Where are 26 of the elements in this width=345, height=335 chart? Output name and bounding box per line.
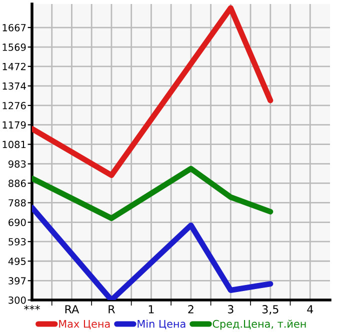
y-tick-label: 495: [8, 258, 26, 265]
y-tick-label: 1472: [2, 62, 26, 70]
x-tick-label: ***: [24, 305, 40, 310]
y-tick-label: 1179: [2, 121, 26, 129]
legend-label: Max Цена: [59, 320, 110, 330]
x-tick-label: RA: [65, 305, 80, 314]
x-tick-label: 1: [148, 305, 154, 314]
y-tick-label: 1276: [2, 102, 26, 110]
y-tick-label: 300: [8, 296, 26, 304]
x-tick-label: 4: [307, 305, 314, 314]
legend-label: Сред.Цена, т.йен: [212, 320, 306, 330]
x-tick-label: 3,5: [262, 305, 278, 315]
y-tick-label: 1081: [2, 140, 26, 148]
y-tick-label: 983: [8, 160, 26, 168]
legend-label: Min Цена: [138, 320, 186, 330]
y-tick-label: 1374: [2, 82, 26, 90]
x-tick-label: 2: [188, 305, 194, 314]
y-tick-label: 788: [8, 199, 26, 207]
y-tick-label: 593: [8, 238, 26, 246]
y-tick-label: 886: [8, 180, 26, 188]
y-tick-label: 397: [8, 277, 26, 284]
y-tick-label: 1569: [2, 44, 26, 51]
x-tick-label: 3: [228, 305, 234, 314]
y-tick-label: 1667: [2, 24, 26, 32]
y-tick-label: 690: [8, 218, 26, 226]
x-tick-label: R: [108, 305, 116, 314]
